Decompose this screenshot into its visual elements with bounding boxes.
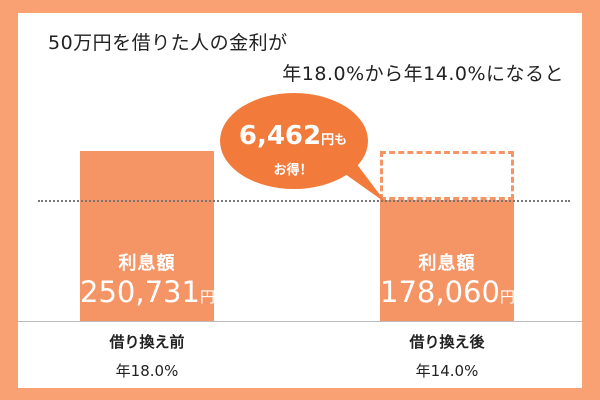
category-after-rate: 年14.0%: [415, 362, 479, 380]
savings-callout: 6,462円も お得！: [218, 91, 390, 209]
bar-after-header: 利息額: [418, 252, 476, 274]
speech-bubble-shape: [220, 93, 386, 203]
bar-after-unit: 円: [499, 287, 515, 306]
category-after-label: 借り換え後: [409, 333, 485, 351]
chart-panel: 50万円を借りた人の金利が 年18.0%から年14.0%になると 利息額 250…: [18, 13, 582, 388]
bar-before-value: 250,731: [80, 275, 200, 309]
title-line-1: 50万円を借りた人の金利が: [48, 32, 288, 54]
bar-before-label: 利息額 250,731円: [80, 249, 215, 309]
bar-after: 利息額 178,060円: [380, 200, 515, 321]
ghost-bar-previous-level: [380, 151, 514, 201]
callout-line2: お得！: [273, 163, 313, 178]
category-after: 借り換え後 年14.0%: [380, 331, 514, 381]
bar-before-header: 利息額: [118, 253, 176, 274]
chart-baseline: [18, 321, 582, 322]
callout-text: 6,462円も お得！: [218, 121, 368, 178]
bar-before-unit: 円: [199, 288, 215, 306]
bar-after-label: 利息額 178,060円: [380, 249, 515, 309]
title-line-2: 年18.0%から年14.0%になると: [282, 63, 564, 85]
callout-amount: 6,462: [238, 121, 322, 151]
bar-after-value: 178,060: [380, 274, 500, 309]
reference-dotted-line: [38, 200, 570, 203]
category-before: 借り換え前 年18.0%: [80, 331, 214, 381]
callout-unit: 円も: [321, 133, 348, 148]
category-before-rate: 年18.0%: [115, 362, 179, 380]
category-before-label: 借り換え前: [109, 333, 185, 351]
bar-before: 利息額 250,731円: [80, 151, 215, 321]
